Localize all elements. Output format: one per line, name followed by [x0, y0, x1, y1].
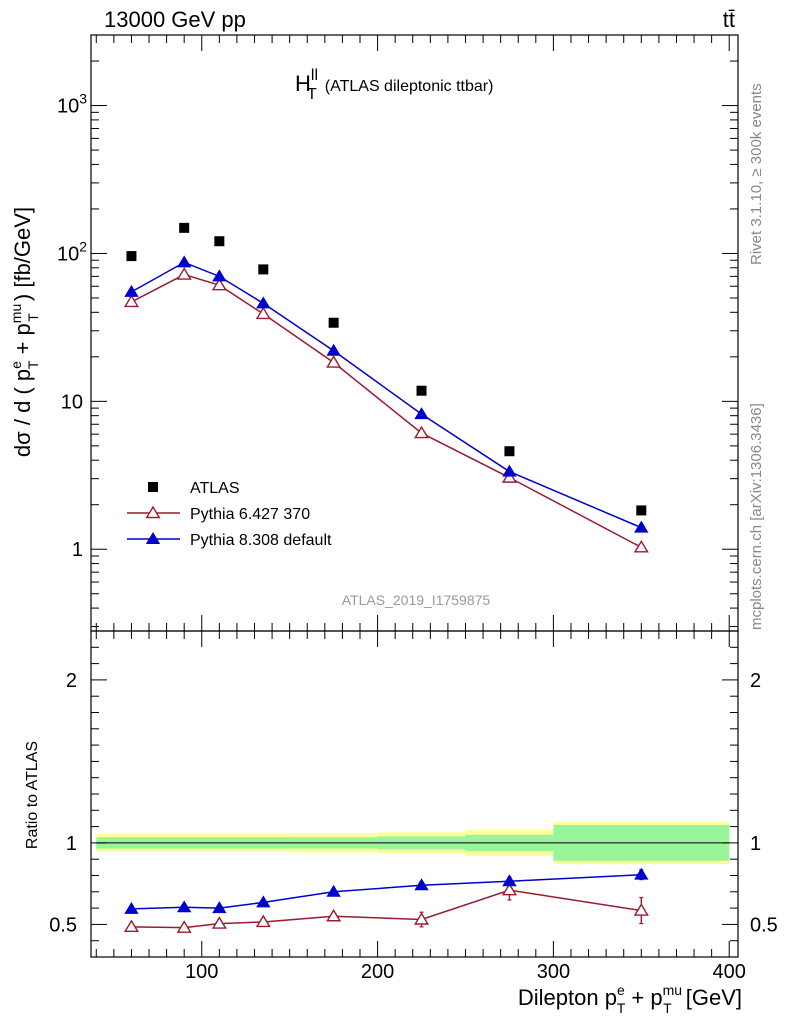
pythia6-data-point	[123, 294, 139, 308]
ratio-y-axis-label: Ratio to ATLAS	[24, 741, 41, 849]
pythia6-data-point	[255, 306, 271, 320]
legend-label-1: Pythia 6.427 370	[190, 506, 310, 523]
atlas-data-point	[214, 236, 225, 247]
legend: ATLAS Pythia 6.427 370 Pythia 8.308 defaul…	[127, 480, 332, 549]
x-tick-label: 300	[537, 961, 570, 983]
mcplots-label: mcplots.cern.ch [arXiv:1306.3436]	[748, 403, 765, 630]
pythia8-data-point	[212, 269, 227, 282]
analysis-id-label: ATLAS_2019_I1759875	[342, 592, 491, 608]
main-y-tick-label: 10	[61, 391, 83, 413]
ratio-pythia8-point	[124, 901, 139, 914]
pythia6-data-point	[176, 267, 192, 280]
ratio-frame	[90, 630, 739, 958]
ratio-pythia8-point	[326, 884, 341, 897]
ratio-axis-ticks: 0.5 0.5 1 1 2 2 100 200 300 400	[49, 631, 778, 983]
main-y-tick-label: 103	[57, 91, 87, 118]
ratio-y-tick-label-right: 1	[750, 833, 761, 855]
main-y-tick-label: 1	[72, 539, 83, 561]
pythia6-data-point	[326, 355, 342, 368]
atlas-data-point	[328, 317, 339, 328]
pythia6-data-point	[211, 277, 227, 291]
legend-label-2: Pythia 8.308 default	[190, 532, 332, 549]
main-series-line-1	[131, 273, 642, 549]
ratio-pythia8-point	[212, 901, 227, 914]
header-process-label: tt̄	[723, 7, 735, 32]
atlas-data-point	[179, 222, 190, 233]
atlas-data-point	[126, 251, 137, 262]
legend-marker-atlas	[148, 482, 158, 492]
x-tick-label: 100	[185, 961, 218, 983]
atlas-data-point	[258, 264, 269, 275]
x-axis-label: Dilepton pe T + pmu T [GeV]	[518, 982, 742, 1016]
main-series-line-2	[131, 261, 642, 529]
legend-marker-pythia8	[145, 532, 161, 544]
pythia8-data-point	[502, 464, 517, 477]
ratio-pythia6-point	[413, 912, 430, 925]
main-y-tick-label: 102	[57, 238, 87, 265]
main-title-symbol: H	[295, 71, 311, 96]
x-tick-label: 400	[713, 961, 746, 983]
atlas-data-point	[636, 505, 647, 516]
ratio-pythia8-point	[414, 878, 429, 891]
ratio-series-line-0	[131, 889, 642, 929]
main-title: Hll T (ATLAS dileptonic ttbar)	[295, 67, 493, 103]
ratio-pythia6-point	[633, 903, 649, 916]
ratio-pythia8-point	[634, 867, 649, 880]
ratio-y-tick-label-right: 0.5	[750, 914, 778, 936]
ratio-pythia6-point	[501, 882, 517, 896]
x-axis-label-sub-t2: T	[663, 1000, 672, 1016]
x-axis-label-plus: + p	[625, 985, 662, 1010]
main-title-subscript: T	[307, 86, 317, 103]
x-axis-label-sup-e: e	[617, 982, 625, 998]
main-data-marks	[123, 222, 649, 553]
x-tick-label: 200	[361, 961, 394, 983]
x-axis-label-unit: [GeV]	[680, 985, 742, 1010]
atlas-data-point	[504, 446, 515, 457]
ratio-pythia6-point	[176, 920, 192, 933]
ratio-y-tick-label-right: 2	[750, 670, 761, 692]
pythia8-data-point	[326, 343, 341, 356]
x-axis-label-sub-t1: T	[617, 1000, 626, 1016]
main-title-rest: (ATLAS dileptonic ttbar)	[325, 78, 494, 95]
legend-label-0: ATLAS	[190, 480, 240, 497]
ratio-y-tick-label-left: 2	[66, 670, 77, 692]
ratio-pythia8-point	[256, 895, 271, 908]
pythia6-data-point	[633, 539, 649, 553]
pythia8-data-point	[256, 296, 271, 309]
ratio-pythia6-point	[211, 916, 227, 929]
x-axis-label-main: Dilepton p	[518, 985, 617, 1010]
ratio-panel: 0.5 0.5 1 1 2 2 100 200 300 400 Ratio to ATLAS Di…	[24, 630, 778, 1016]
atlas-data-point	[416, 385, 427, 396]
rivet-version-label: Rivet 3.1.10, ≥ 300k events	[748, 83, 765, 265]
x-axis-label-sup-mu: mu	[663, 982, 682, 998]
ratio-pythia8-point	[176, 900, 192, 913]
ratio-pythia6-point	[326, 908, 342, 922]
ratio-y-tick-label-left: 1	[66, 833, 77, 855]
ratio-pythia6-point	[255, 914, 271, 928]
ratio-pythia6-point	[123, 919, 139, 933]
main-y-axis-label: dσ / d ( peT + pmuT ) [fb/GeV]	[8, 207, 41, 457]
ratio-pythia8-point	[502, 874, 517, 887]
legend-marker-pythia6	[145, 505, 161, 519]
pythia6-data-point	[413, 425, 430, 439]
ratio-data-marks	[123, 867, 649, 933]
pythia8-data-point	[414, 407, 429, 420]
pythia8-data-point	[176, 255, 192, 268]
main-title-superscript: ll	[311, 67, 318, 84]
header-energy-label: 13000 GeV pp	[104, 7, 246, 32]
pythia6-data-point	[501, 470, 517, 483]
ratio-series-line-1	[131, 873, 642, 910]
pythia8-data-point	[124, 284, 139, 297]
pythia8-data-point	[634, 520, 649, 533]
ratio-y-tick-label-left: 0.5	[49, 914, 77, 936]
